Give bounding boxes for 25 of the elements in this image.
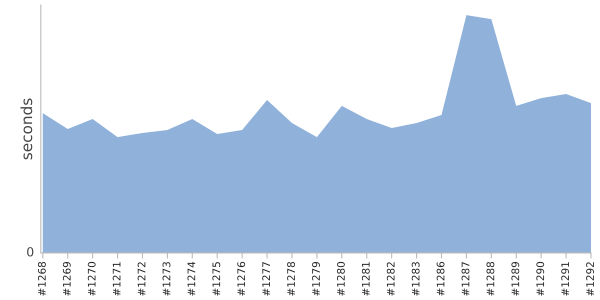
x-tick-label: #1279	[312, 262, 320, 296]
x-tick-label: #1292	[586, 262, 594, 296]
x-tick-label: #1272	[138, 262, 146, 296]
x-tick-label: #1271	[112, 262, 120, 296]
y-axis-title: seconds	[20, 98, 32, 160]
x-tick-label: #1281	[362, 262, 370, 296]
x-tick-label: #1282	[386, 262, 395, 296]
x-tick-label: #1270	[88, 262, 96, 296]
x-tick-label: #1278	[287, 262, 295, 296]
x-tick-label: #1277	[262, 262, 270, 296]
x-tick-label: #1288	[486, 262, 494, 296]
x-tick-label: #1286	[436, 262, 445, 296]
x-tick-label: #1280	[336, 262, 345, 296]
x-tick-label: #1273	[162, 262, 170, 296]
x-tick-label: #1268	[38, 262, 46, 296]
x-tick-label: #1275	[212, 262, 220, 296]
text: 0	[27, 247, 34, 257]
x-tick-label: #1290	[536, 262, 544, 296]
x-tick-label: #1269	[62, 262, 71, 296]
x-tick-label: #1274	[187, 262, 196, 296]
x-tick-label: #1283	[412, 262, 420, 296]
x-tick-label: #1287	[462, 262, 470, 296]
x-tick-label: #1289	[511, 262, 520, 296]
x-tick-label: #1276	[237, 262, 246, 296]
x-tick-label: #1291	[561, 262, 570, 296]
